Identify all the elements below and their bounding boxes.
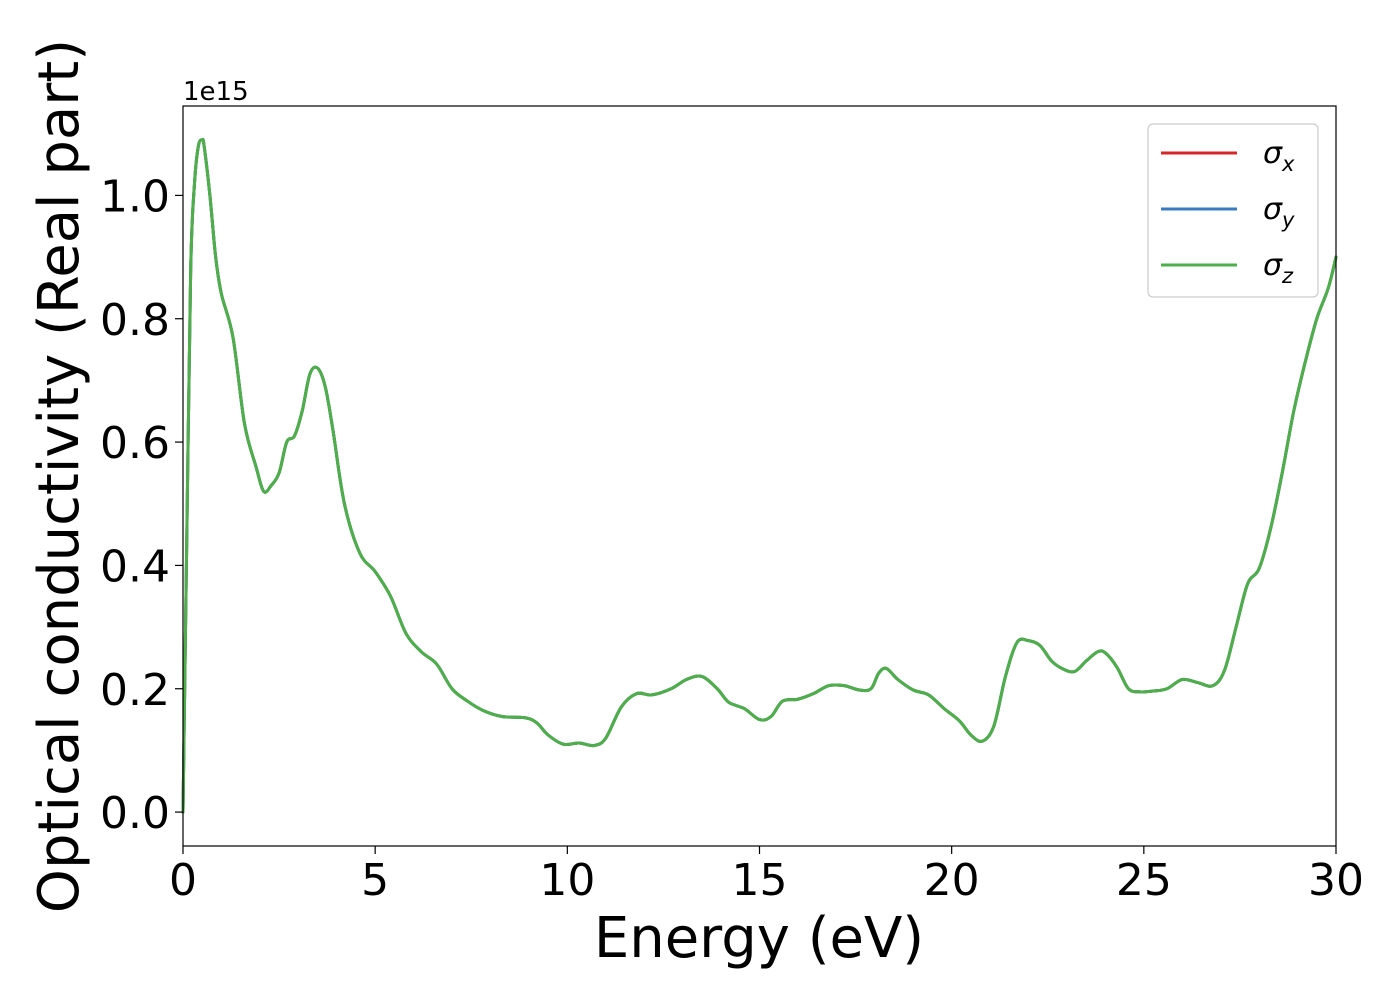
y-tick-label: 1.0 [100,171,170,222]
x-tick-label: 30 [1308,855,1364,906]
series-line-z [181,137,1338,814]
y-tick-label: 0.4 [100,541,170,592]
y-tick-label: 0.6 [100,418,170,469]
series-layer [181,137,1338,814]
x-tick-label: 15 [732,855,788,906]
plot-background [183,106,1336,846]
x-tick-label: 25 [1116,855,1172,906]
y-axis-label: Optical conductivity (Real part) [27,39,92,913]
x-tick-label: 20 [924,855,980,906]
x-axis-label: Energy (eV) [594,906,924,971]
x-tick-label: 10 [539,855,595,906]
legend-label-x: σx [1263,136,1295,176]
y-tick-label: 0.0 [100,788,170,839]
x-axis-ticks: 0 5 10 15 20 25 30 [169,846,1364,906]
y-tick-label: 0.2 [100,665,170,716]
y-offset-label: 1e15 [183,77,249,107]
x-tick-label: 0 [169,855,197,906]
legend-label-y: σy [1263,192,1295,232]
legend-label-z: σz [1263,248,1294,288]
y-axis-ticks: 0.0 0.2 0.4 0.6 0.8 1.0 [100,171,183,839]
legend: σx σy σz [1147,123,1319,298]
x-tick-label: 5 [361,855,389,906]
y-tick-label: 0.8 [100,295,170,346]
